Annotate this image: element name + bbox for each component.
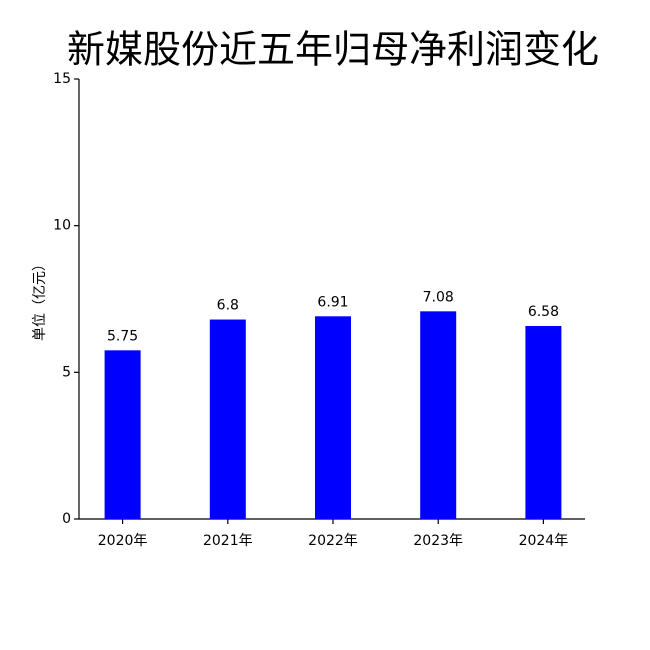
value-label: 6.91 — [317, 294, 348, 310]
y-axis-label: 单位（亿元） — [32, 257, 48, 341]
bar — [420, 311, 457, 519]
value-label: 5.75 — [107, 328, 138, 344]
value-label: 6.58 — [528, 304, 559, 320]
y-tick-label: 5 — [62, 364, 71, 380]
y-tick-label: 15 — [53, 71, 71, 87]
bar — [315, 316, 351, 519]
bar — [104, 350, 141, 519]
y-tick-label: 10 — [53, 218, 71, 234]
x-tick-label: 2023年 — [413, 533, 463, 549]
y-tick-label: 0 — [62, 511, 71, 527]
bar — [525, 325, 562, 519]
x-tick-label: 2024年 — [519, 533, 569, 549]
x-tick-label: 2021年 — [203, 533, 253, 549]
value-label: 6.8 — [217, 298, 239, 314]
x-tick-label: 2022年 — [308, 533, 358, 549]
chart-title: 新媒股份近五年归母净利润变化 — [67, 28, 599, 72]
x-tick-label: 2020年 — [98, 533, 148, 549]
value-label: 7.08 — [423, 289, 454, 305]
bar — [209, 319, 246, 519]
